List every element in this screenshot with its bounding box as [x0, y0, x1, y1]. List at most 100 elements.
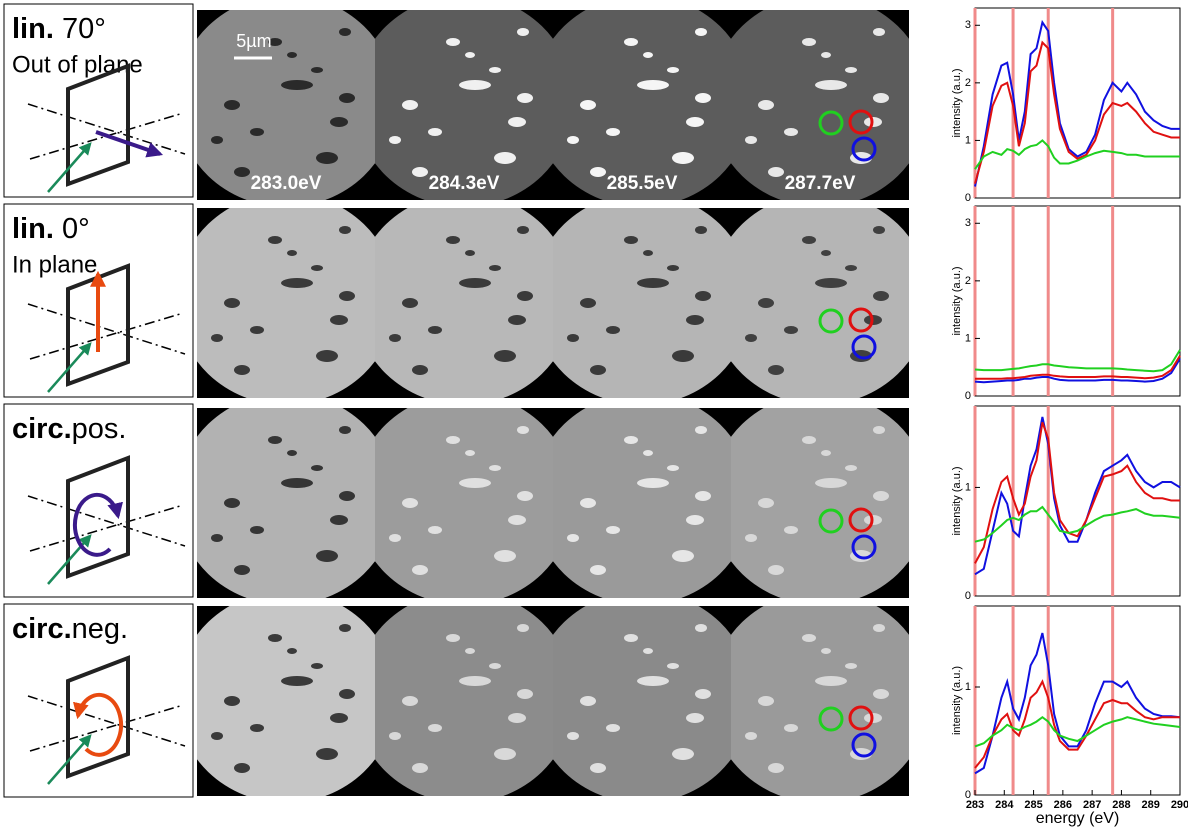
domain-spot	[802, 436, 816, 444]
domain-spot	[389, 334, 401, 342]
domain-spot	[580, 298, 596, 308]
domain-spot	[268, 236, 282, 244]
domain-spot	[268, 436, 282, 444]
y-tick-label: 1	[965, 481, 971, 493]
domain-spot	[768, 763, 784, 773]
energy-label: 287.7eV	[785, 173, 856, 194]
domain-spot	[815, 478, 847, 488]
domain-spot	[845, 465, 857, 471]
domain-spot	[695, 93, 711, 103]
y-tick-label: 2	[965, 275, 971, 287]
domain-spot	[590, 763, 606, 773]
field-of-view	[176, 393, 396, 605]
domain-spot	[667, 663, 679, 669]
domain-spot	[821, 250, 831, 256]
domain-spot	[624, 436, 638, 444]
x-tick-label: 284	[995, 799, 1014, 811]
domain-spot	[845, 265, 857, 271]
domain-spot	[637, 478, 669, 488]
y-axis-label: intensity (a.u.)	[951, 68, 963, 137]
domain-spot	[316, 550, 338, 562]
y-tick-label: 1	[965, 681, 971, 693]
domain-spot	[330, 315, 348, 325]
polarization-label: lin. 70°	[12, 13, 106, 45]
domain-spot	[330, 117, 348, 127]
domain-spot	[695, 291, 711, 301]
domain-spot	[667, 465, 679, 471]
field-of-view	[710, 393, 930, 605]
domain-spot	[643, 250, 653, 256]
domain-spot	[695, 491, 711, 501]
plot-area	[975, 8, 1180, 198]
domain-spot	[815, 80, 847, 90]
field-of-view	[532, 393, 752, 605]
domain-spot	[590, 167, 606, 177]
domain-spot	[643, 648, 653, 654]
domain-spot	[624, 634, 638, 642]
domain-spot	[637, 80, 669, 90]
domain-spot	[234, 167, 250, 177]
domain-spot	[250, 526, 264, 534]
domain-spot	[489, 465, 501, 471]
energy-label: 283.0eV	[251, 173, 322, 194]
domain-spot	[567, 136, 579, 144]
domain-spot	[489, 265, 501, 271]
domain-spot	[873, 491, 889, 501]
energy-label: 285.5eV	[607, 173, 678, 194]
domain-spot	[567, 732, 579, 740]
domain-spot	[517, 689, 533, 699]
field-of-view	[176, 591, 396, 803]
domain-spot	[287, 250, 297, 256]
domain-spot	[695, 689, 711, 699]
domain-spot	[211, 136, 223, 144]
domain-spot	[446, 38, 460, 46]
domain-spot	[250, 128, 264, 136]
polarization-label: circ.neg.	[12, 613, 128, 645]
domain-spot	[821, 52, 831, 58]
field-of-view	[176, 193, 396, 405]
polarization-label: circ.pos.	[12, 413, 127, 445]
domain-spot	[517, 491, 533, 501]
domain-spot	[686, 515, 704, 525]
domain-spot	[339, 93, 355, 103]
scale-bar-label: 5µm	[236, 31, 271, 51]
domain-spot	[287, 52, 297, 58]
x-tick-label: 288	[1112, 799, 1130, 811]
domain-spot	[234, 365, 250, 375]
figure: lin. 70°Out of planelin. 0°In planecirc.…	[0, 0, 1188, 828]
domain-spot	[672, 350, 694, 362]
domain-spot	[580, 100, 596, 110]
domain-spot	[845, 67, 857, 73]
domain-spot	[667, 265, 679, 271]
domain-spot	[745, 534, 757, 542]
domain-spot	[802, 236, 816, 244]
domain-spot	[459, 80, 491, 90]
domain-spot	[211, 534, 223, 542]
domain-spot	[768, 565, 784, 575]
domain-spot	[465, 648, 475, 654]
domain-spot	[330, 515, 348, 525]
domain-spot	[686, 713, 704, 723]
domain-spot	[494, 550, 516, 562]
domain-spot	[624, 236, 638, 244]
domain-spot	[508, 515, 526, 525]
domain-spot	[339, 491, 355, 501]
domain-spot	[758, 298, 774, 308]
y-tick-label: 3	[965, 19, 971, 31]
domain-spot	[624, 38, 638, 46]
domain-spot	[517, 624, 529, 632]
microscopy-image	[532, 393, 752, 605]
domain-spot	[465, 450, 475, 456]
domain-spot	[517, 28, 529, 36]
domain-spot	[465, 52, 475, 58]
domain-spot	[224, 100, 240, 110]
domain-spot	[402, 498, 418, 508]
domain-spot	[695, 624, 707, 632]
domain-spot	[339, 624, 351, 632]
domain-spot	[606, 526, 620, 534]
domain-spot	[311, 265, 323, 271]
field-of-view	[710, 193, 930, 405]
domain-spot	[873, 689, 889, 699]
domain-spot	[281, 676, 313, 686]
field-of-view	[532, 193, 752, 405]
